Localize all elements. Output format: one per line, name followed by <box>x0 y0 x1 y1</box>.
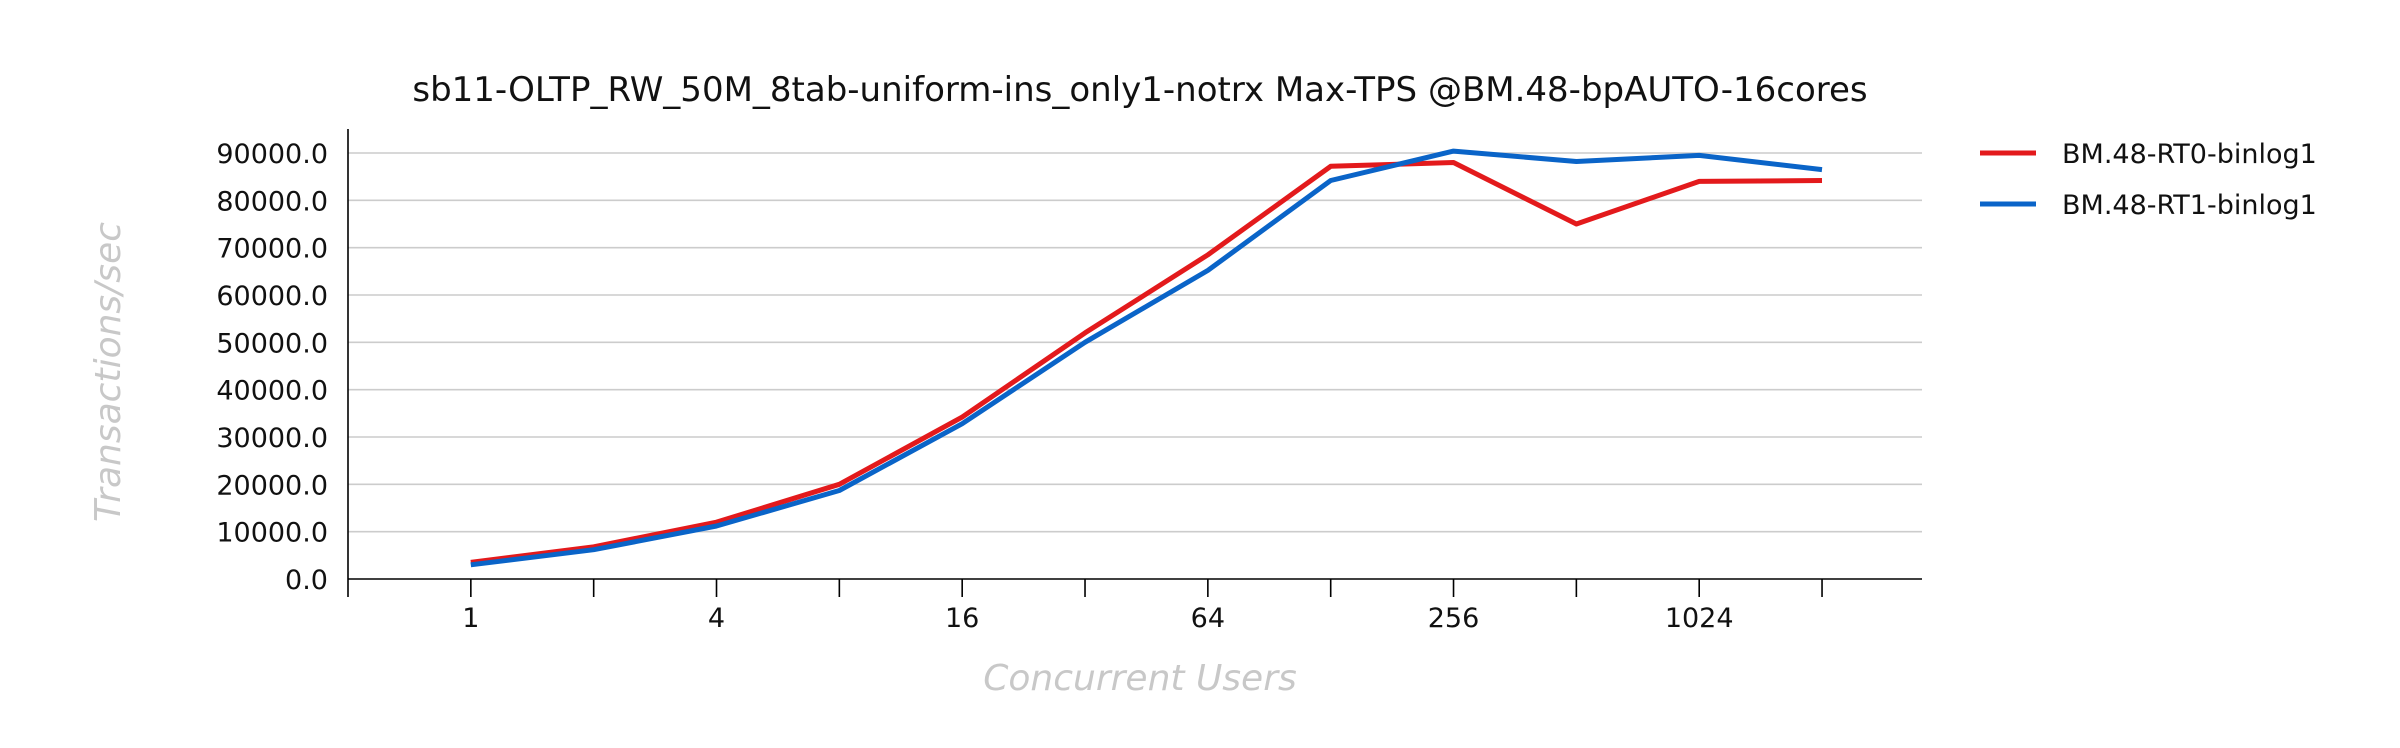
y-tick-label: 50000.0 <box>216 328 328 359</box>
y-tick-label: 0.0 <box>285 565 328 596</box>
y-tick-label: 70000.0 <box>216 234 328 265</box>
y-axis-label: Transactions/sec <box>88 222 129 522</box>
x-tick-label: 1 <box>462 603 479 634</box>
legend-label-2: BM.48-RT1-binlog1 <box>2062 190 2317 221</box>
y-tick-label: 30000.0 <box>216 423 328 454</box>
chart-title: sb11-OLTP_RW_50M_8tab-uniform-ins_only1-… <box>412 70 1867 110</box>
y-tick-label: 20000.0 <box>216 470 328 501</box>
x-tick-labels: 1 4 16 64 256 1024 <box>462 603 1733 634</box>
y-tick-label: 10000.0 <box>216 518 328 549</box>
y-tick-label: 40000.0 <box>216 376 328 407</box>
x-tick-label: 16 <box>945 603 979 634</box>
legend-label-1: BM.48-RT0-binlog1 <box>2062 139 2317 170</box>
x-tick-label: 256 <box>1428 603 1480 634</box>
axes <box>347 129 1922 597</box>
x-tick-label: 1024 <box>1665 603 1734 634</box>
y-tick-labels: 0.0 10000.0 20000.0 30000.0 40000.0 50000.0 60… <box>216 139 328 596</box>
grid-lines <box>348 152 1922 533</box>
legend: BM.48-RT0-binlog1 BM.48-RT1-binlog1 <box>1980 139 2317 221</box>
y-tick-label: 60000.0 <box>216 281 328 312</box>
series-line-2 <box>470 148 1823 568</box>
x-tick-label: 64 <box>1191 603 1225 634</box>
x-tick-label: 4 <box>708 603 725 634</box>
series-line-1 <box>470 160 1823 565</box>
x-axis-label: Concurrent Users <box>983 658 1297 699</box>
y-tick-label: 80000.0 <box>216 186 328 217</box>
y-tick-label: 90000.0 <box>216 139 328 170</box>
series-lines <box>470 148 1823 568</box>
